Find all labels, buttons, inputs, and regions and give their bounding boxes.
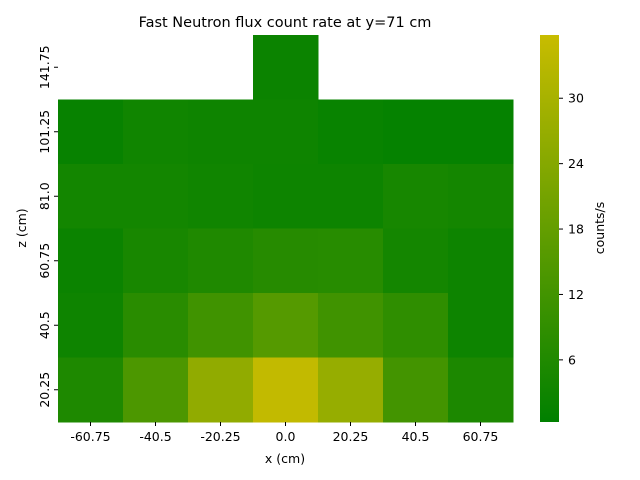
heatmap-cell	[383, 357, 449, 423]
heatmap-cell	[253, 293, 319, 358]
heatmap-cell	[253, 228, 319, 294]
colorbar-ticks: 6 12 18 24 30	[559, 91, 584, 367]
y-tick-label: 20.25	[37, 372, 52, 408]
heatmap-cell	[58, 228, 124, 294]
heatmap-cell	[253, 357, 319, 423]
heatmap-cell	[188, 164, 254, 229]
x-tick-label: 40.5	[402, 429, 430, 444]
heatmap-cell	[448, 357, 514, 423]
heatmap-cell	[58, 293, 124, 358]
y-axis-ticks: 141.75 101.25 81.0 60.75 40.5 20.25	[37, 45, 58, 408]
heatmap-cell	[383, 99, 449, 165]
heatmap-cell	[318, 228, 384, 294]
heatmap-cell	[448, 164, 514, 229]
heatmap-cells	[58, 35, 514, 423]
heatmap-cell	[383, 293, 449, 358]
heatmap-cell	[253, 164, 319, 229]
heatmap-cell	[318, 293, 384, 358]
x-axis-ticks: -60.75 -40.5 -20.25 0.0 20.25 40.5 60.75	[70, 422, 498, 444]
colorbar-tick-label: 30	[568, 91, 584, 106]
y-tick-label: 40.5	[37, 311, 52, 339]
heatmap-cell	[58, 99, 124, 165]
heatmap-cell	[253, 99, 319, 165]
chart-title: Fast Neutron flux count rate at y=71 cm	[139, 15, 432, 31]
heatmap-cell	[448, 293, 514, 358]
x-tick-label: 0.0	[276, 429, 296, 444]
colorbar-tick-label: 24	[568, 156, 584, 171]
heatmap-cell	[318, 99, 384, 165]
heatmap-cell	[123, 293, 189, 358]
y-tick-label: 60.75	[37, 243, 52, 279]
colorbar-label: counts/s	[592, 202, 607, 255]
x-tick-label: -60.75	[70, 429, 110, 444]
y-tick-label: 101.25	[37, 110, 52, 154]
heatmap-cell	[448, 228, 514, 294]
x-tick-label: -40.5	[139, 429, 171, 444]
heatmap-cell	[123, 357, 189, 423]
heatmap-cell	[253, 35, 319, 100]
y-tick-label: 81.0	[37, 182, 52, 210]
colorbar	[540, 35, 559, 422]
colorbar-tick-label: 18	[568, 222, 584, 237]
x-tick-label: 20.25	[333, 429, 369, 444]
colorbar-tick-label: 6	[568, 352, 576, 367]
heatmap-cell	[123, 99, 189, 165]
heatmap-cell	[188, 357, 254, 423]
heatmap-cell	[123, 164, 189, 229]
heatmap-cell	[123, 228, 189, 294]
heatmap-cell	[383, 164, 449, 229]
heatmap-cell	[188, 228, 254, 294]
heatmap-cell	[188, 293, 254, 358]
heatmap-cell	[58, 357, 124, 423]
x-tick-label: 60.75	[463, 429, 499, 444]
x-tick-label: -20.25	[200, 429, 240, 444]
heatmap-cell	[383, 228, 449, 294]
colorbar-tick-label: 12	[568, 287, 584, 302]
heatmap-cell	[318, 164, 384, 229]
heatmap-cell	[58, 164, 124, 229]
heatmap-cell	[188, 99, 254, 165]
heatmap-cell	[318, 357, 384, 423]
y-axis-label: z (cm)	[14, 208, 29, 247]
y-tick-label: 141.75	[37, 45, 52, 89]
heatmap-cell	[448, 99, 514, 165]
x-axis-label: x (cm)	[265, 451, 305, 466]
